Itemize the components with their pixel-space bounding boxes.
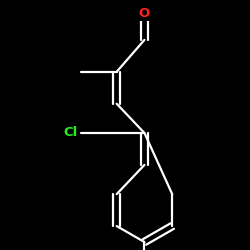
Text: O: O (139, 7, 150, 20)
Text: Cl: Cl (64, 126, 78, 140)
